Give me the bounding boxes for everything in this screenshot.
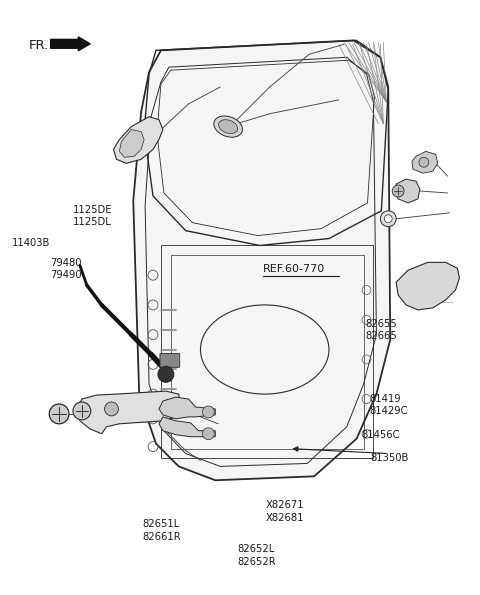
Ellipse shape [214,116,242,137]
Text: REF.60-770: REF.60-770 [263,264,325,274]
Polygon shape [120,130,144,157]
Text: 1125DE
1125DL: 1125DE 1125DL [73,205,112,227]
Polygon shape [159,397,216,419]
Circle shape [384,215,392,223]
Polygon shape [113,117,163,163]
Text: X82671
X82681: X82671 X82681 [266,500,305,522]
Polygon shape [133,40,390,480]
Polygon shape [412,151,438,173]
Circle shape [203,406,214,418]
Polygon shape [77,391,180,434]
Circle shape [73,402,91,420]
FancyBboxPatch shape [160,353,180,367]
Text: 79480
79490: 79480 79490 [50,258,82,280]
Text: 82655
82665: 82655 82665 [366,319,397,341]
Ellipse shape [218,120,238,133]
Text: 11403B: 11403B [12,238,51,248]
Text: 81456C: 81456C [361,430,399,440]
Circle shape [203,428,214,440]
Circle shape [158,367,174,382]
Polygon shape [395,179,420,203]
Circle shape [380,211,396,227]
Text: 82652L
82652R: 82652L 82652R [238,544,276,567]
Text: 81419
81429C: 81419 81429C [370,393,408,416]
Circle shape [49,404,69,424]
Circle shape [105,402,119,416]
Text: 81350B: 81350B [371,453,409,463]
Circle shape [419,157,429,167]
Circle shape [392,185,404,197]
Text: 82651L
82661R: 82651L 82661R [143,519,181,541]
Text: FR.: FR. [29,39,49,52]
Polygon shape [396,262,459,310]
Polygon shape [159,417,216,437]
FancyArrow shape [50,37,90,51]
